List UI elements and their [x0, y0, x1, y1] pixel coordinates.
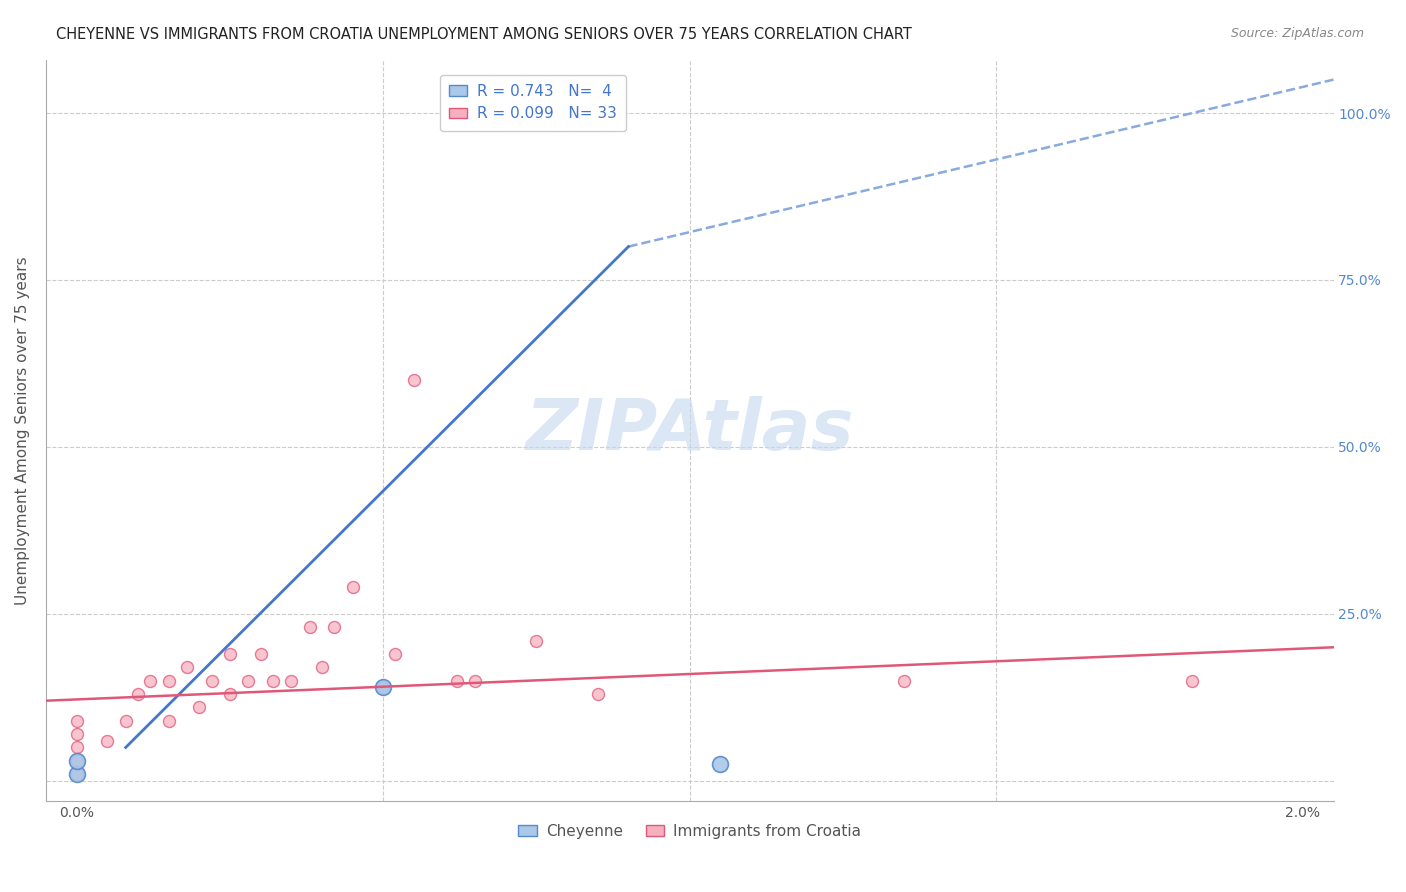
Point: [373, 681, 395, 695]
Point: [66, 767, 89, 781]
Point: [1181, 673, 1204, 688]
Point: [323, 620, 346, 634]
Point: [446, 673, 468, 688]
Point: [249, 647, 271, 661]
Point: [311, 660, 333, 674]
Point: [709, 757, 731, 772]
Point: [526, 106, 548, 120]
Point: [219, 687, 242, 701]
Text: Source: ZipAtlas.com: Source: ZipAtlas.com: [1230, 27, 1364, 40]
Point: [893, 673, 915, 688]
Point: [280, 673, 302, 688]
Point: [66, 714, 89, 728]
Point: [402, 373, 425, 387]
Point: [464, 673, 486, 688]
Point: [157, 714, 180, 728]
Y-axis label: Unemployment Among Seniors over 75 years: Unemployment Among Seniors over 75 years: [15, 256, 30, 605]
Legend: Cheyenne, Immigrants from Croatia: Cheyenne, Immigrants from Croatia: [512, 818, 868, 845]
Point: [298, 620, 321, 634]
Text: ZIPAtlas: ZIPAtlas: [526, 396, 853, 465]
Point: [342, 580, 364, 594]
Point: [66, 740, 89, 755]
Text: CHEYENNE VS IMMIGRANTS FROM CROATIA UNEMPLOYMENT AMONG SENIORS OVER 75 YEARS COR: CHEYENNE VS IMMIGRANTS FROM CROATIA UNEM…: [56, 27, 912, 42]
Point: [262, 673, 284, 688]
Point: [200, 673, 222, 688]
Point: [526, 633, 548, 648]
Point: [219, 647, 242, 661]
Point: [176, 660, 198, 674]
Point: [66, 727, 89, 741]
Point: [384, 647, 406, 661]
Point: [127, 687, 149, 701]
Point: [238, 673, 260, 688]
Point: [114, 714, 136, 728]
Point: [373, 681, 395, 695]
Point: [66, 754, 89, 768]
Point: [66, 767, 89, 781]
Point: [139, 673, 162, 688]
Point: [96, 733, 118, 747]
Point: [66, 754, 89, 768]
Point: [157, 673, 180, 688]
Point: [586, 687, 609, 701]
Point: [188, 700, 211, 714]
